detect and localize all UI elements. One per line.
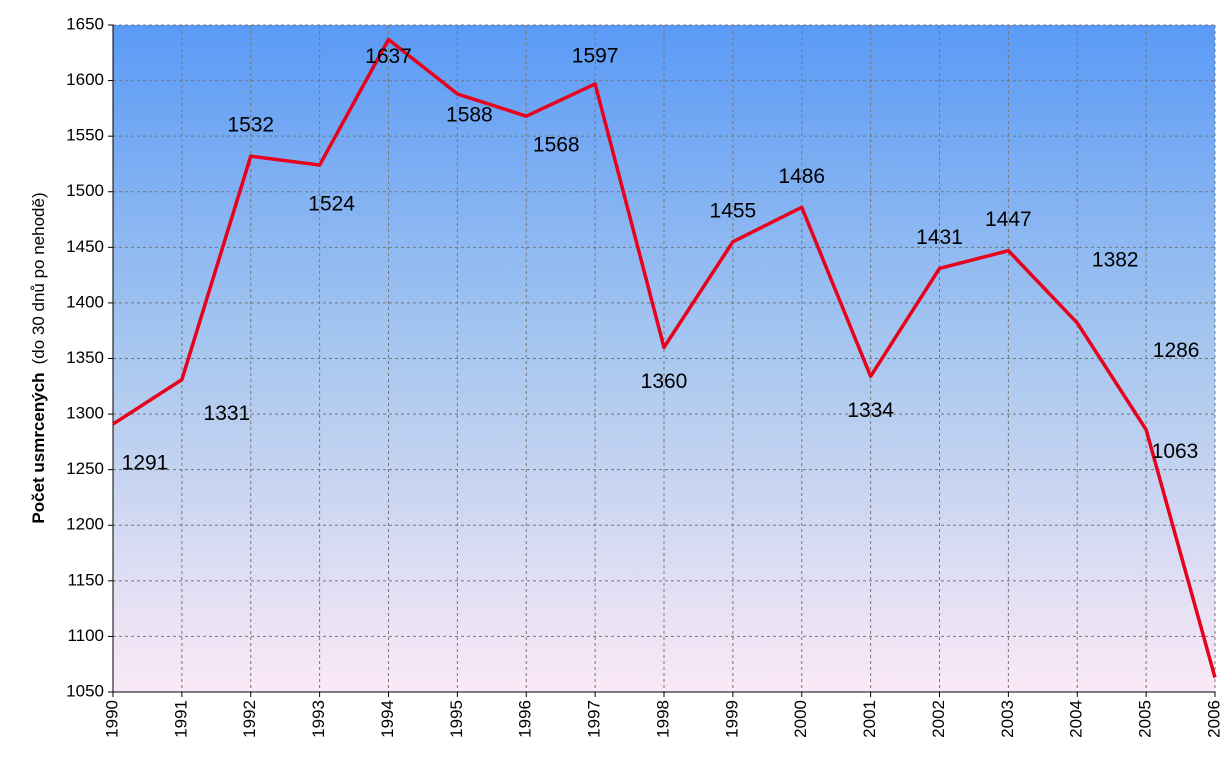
x-tick-label: 1995 <box>447 700 466 738</box>
data-line <box>112 37 1217 679</box>
x-tick-label: 1997 <box>585 700 604 738</box>
x-tick-label: 2006 <box>1204 700 1222 738</box>
y-tick-label: 1650 <box>66 14 104 33</box>
data-label: 1447 <box>985 208 1032 231</box>
data-label: 1360 <box>641 370 688 393</box>
y-tick-label: 1600 <box>66 70 104 89</box>
x-tick-label: 1992 <box>240 700 259 738</box>
data-label: 1331 <box>204 402 251 425</box>
y-tick-label: 1400 <box>66 292 104 311</box>
y-tick-label: 1250 <box>66 459 104 478</box>
data-label: 1455 <box>710 199 757 222</box>
y-tick-label: 1200 <box>66 515 104 534</box>
y-tick-label: 1300 <box>66 404 104 423</box>
y-axis-title: Počet usmrcených (do 30 dnů po nehodě) <box>29 192 48 523</box>
y-tick-label: 1150 <box>67 570 104 589</box>
x-tick-label: 1996 <box>516 700 535 738</box>
x-tick-label: 1993 <box>309 700 328 738</box>
x-tick-label: 2000 <box>791 700 810 738</box>
y-tick-label: 1100 <box>67 626 104 645</box>
data-label: 1486 <box>778 165 825 188</box>
data-label: 1597 <box>572 44 619 67</box>
y-tick-label: 1500 <box>66 181 104 200</box>
x-tick-label: 1991 <box>171 700 190 738</box>
data-label: 1568 <box>533 134 580 157</box>
x-tick-label: 1994 <box>378 700 397 738</box>
data-label: 1431 <box>916 226 963 249</box>
x-tick-label: 2002 <box>929 700 948 738</box>
x-tick-label: 1998 <box>653 700 672 738</box>
data-label: 1291 <box>122 452 169 475</box>
y-tick-label: 1050 <box>66 681 104 700</box>
data-label: 1637 <box>365 45 412 68</box>
data-label: 1334 <box>847 399 894 422</box>
data-label: 1588 <box>446 103 493 126</box>
x-tick-label: 1990 <box>102 700 121 738</box>
data-label: 1063 <box>1152 440 1199 463</box>
y-tick-label: 1450 <box>66 237 104 256</box>
y-tick-label: 1550 <box>66 126 104 145</box>
y-label: Počet usmrcených <box>29 372 48 523</box>
data-label: 1286 <box>1153 339 1200 362</box>
y-tick-label: 1350 <box>66 348 104 367</box>
x-tick-label: 2004 <box>1067 700 1086 738</box>
x-tick-label: 2003 <box>998 700 1017 738</box>
y-label-note: (do 30 dnů po nehodě) <box>29 192 48 364</box>
data-label: 1382 <box>1092 248 1139 271</box>
data-label: 1532 <box>227 114 274 137</box>
x-tick-label: 2005 <box>1136 700 1155 738</box>
data-label: 1524 <box>308 193 355 216</box>
x-tick-label: 2001 <box>860 700 879 738</box>
x-tick-label: 1999 <box>722 700 741 738</box>
